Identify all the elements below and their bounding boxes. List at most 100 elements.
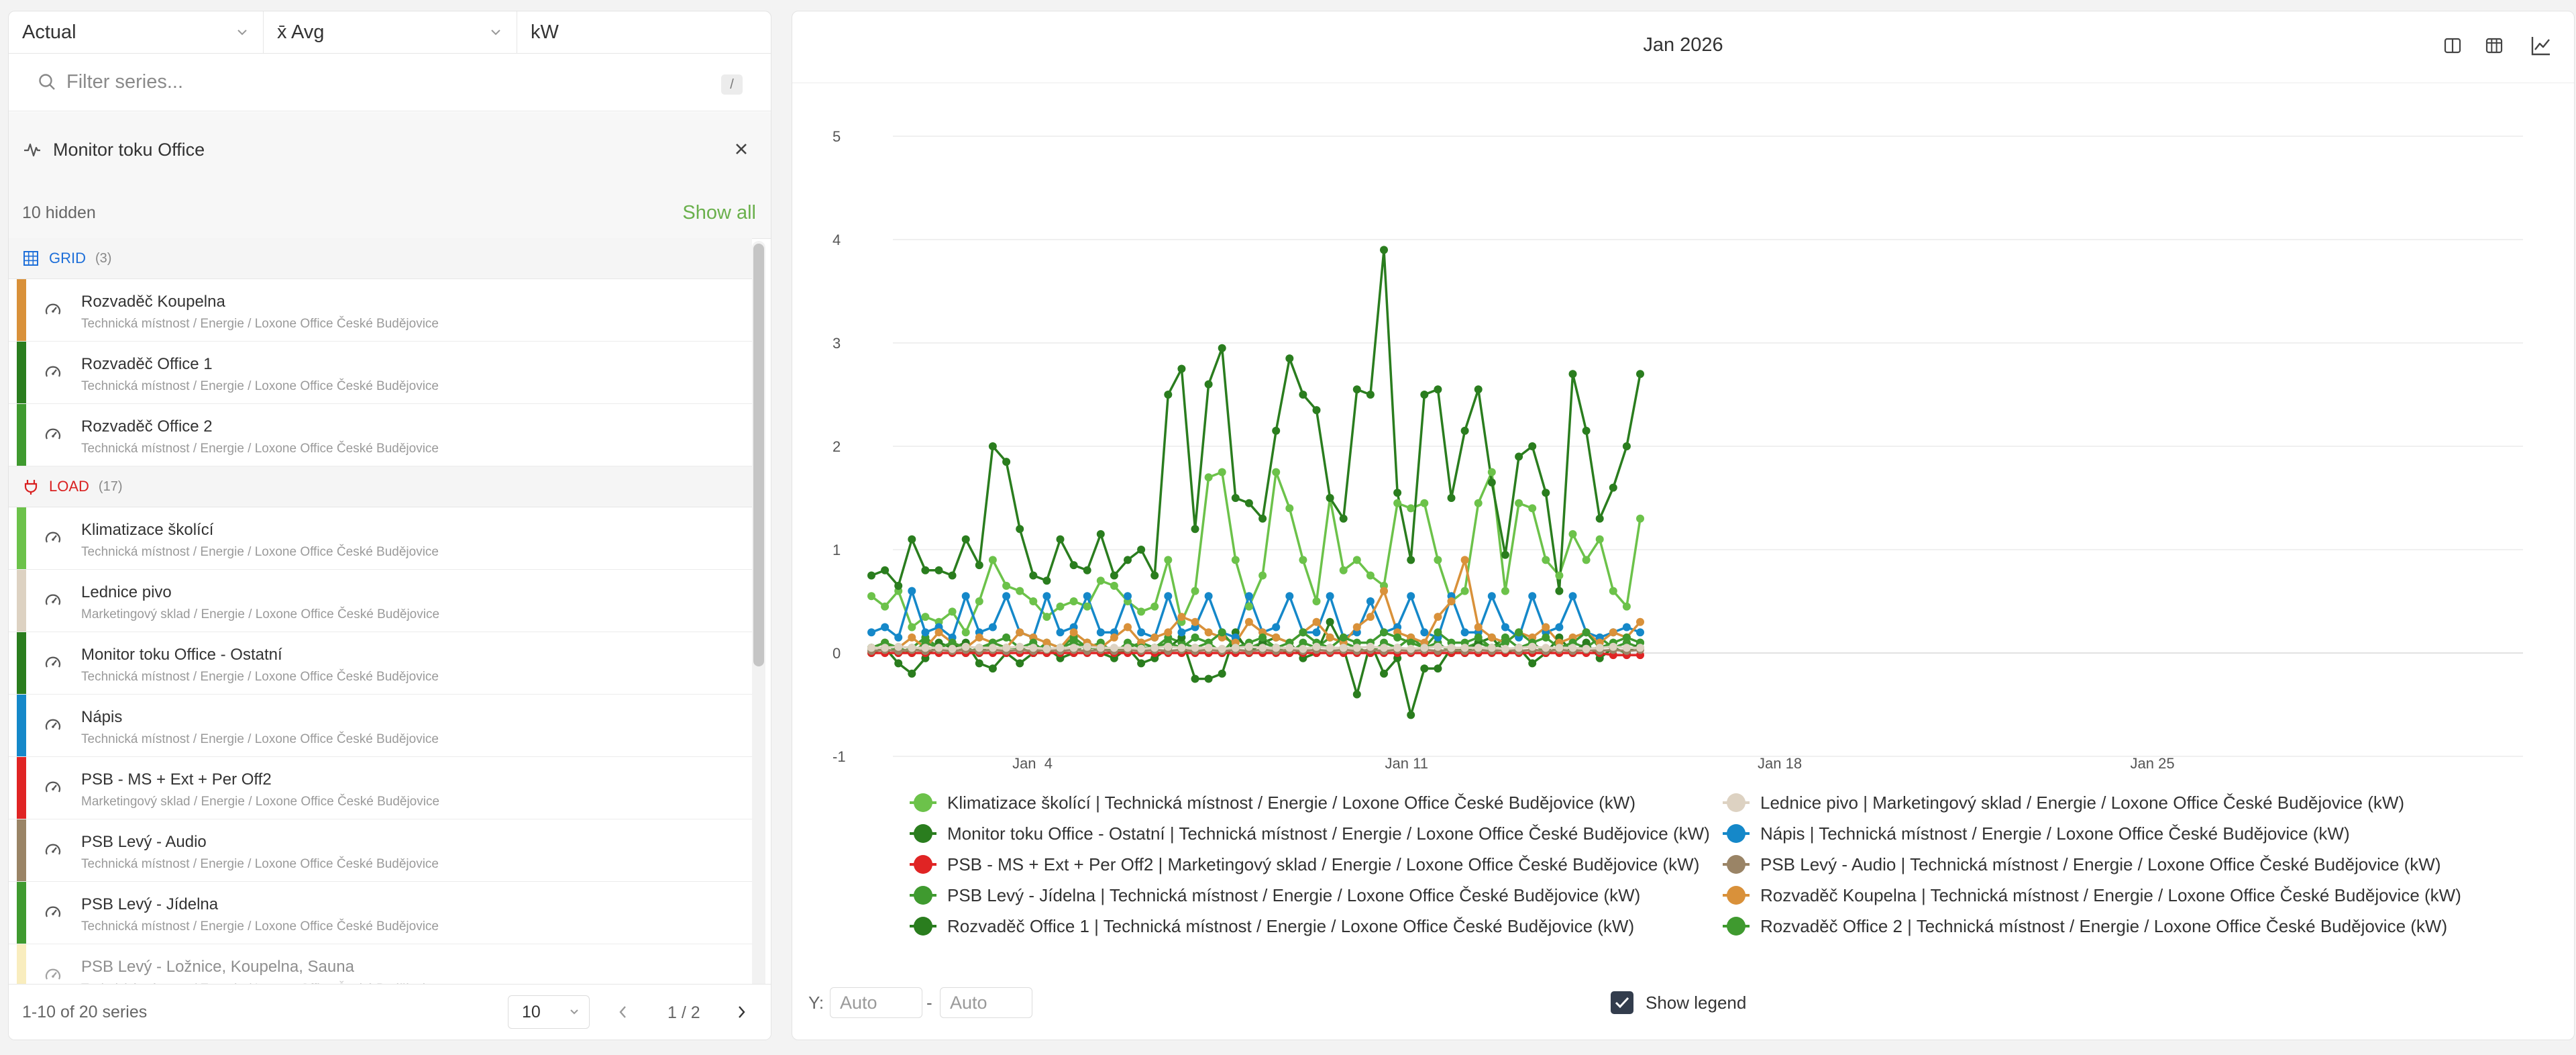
data-point[interactable]	[1164, 391, 1173, 399]
data-point[interactable]	[1352, 690, 1361, 699]
data-point[interactable]	[1124, 644, 1132, 652]
data-point[interactable]	[1285, 644, 1294, 652]
series-line[interactable]	[870, 470, 1642, 634]
data-point[interactable]	[1069, 597, 1078, 605]
data-point[interactable]	[1002, 592, 1011, 601]
data-point[interactable]	[1016, 628, 1024, 637]
data-point[interactable]	[1177, 628, 1186, 637]
data-point[interactable]	[1582, 628, 1591, 637]
data-point[interactable]	[1352, 385, 1361, 394]
data-point[interactable]	[1434, 664, 1442, 673]
data-point[interactable]	[1542, 556, 1550, 564]
data-point[interactable]	[1622, 633, 1631, 642]
data-point[interactable]	[1150, 602, 1159, 611]
data-point[interactable]	[1407, 644, 1415, 653]
data-point[interactable]	[1191, 674, 1199, 683]
data-point[interactable]	[1339, 514, 1348, 523]
data-point[interactable]	[1204, 592, 1213, 601]
data-point[interactable]	[1150, 644, 1159, 652]
series-list-item[interactable]: Rozvaděč Office 1 Technická místnost / En…	[9, 342, 752, 404]
data-point[interactable]	[1434, 613, 1442, 621]
data-point[interactable]	[921, 628, 930, 637]
data-point[interactable]	[1016, 525, 1024, 534]
data-point[interactable]	[1555, 571, 1564, 580]
series-list-item[interactable]: Monitor toku Office - Ostatní Technická m…	[9, 632, 752, 695]
series-list-item[interactable]: Rozvaděč Koupelna Technická místnost / En…	[9, 279, 752, 342]
series-list-item[interactable]: Nápis Technická místnost / Energie / Loxo…	[9, 695, 752, 757]
data-point[interactable]	[1474, 644, 1483, 652]
data-point[interactable]	[1285, 504, 1294, 513]
series-line[interactable]	[871, 631, 1641, 654]
data-point[interactable]	[1366, 391, 1375, 399]
data-point[interactable]	[1582, 426, 1591, 435]
data-point[interactable]	[1137, 628, 1146, 637]
legend-item[interactable]: Rozvaděč Office 1 | Technická místnost /…	[910, 915, 1634, 937]
series-list-item[interactable]: Rozvaděč Office 2 Technická místnost / En…	[9, 404, 752, 466]
data-point[interactable]	[908, 633, 916, 642]
legend-item[interactable]: PSB - MS + Ext + Per Off2 | Marketingový…	[910, 854, 1699, 875]
data-point[interactable]	[1096, 530, 1105, 538]
data-point[interactable]	[1595, 644, 1604, 652]
data-point[interactable]	[1487, 592, 1496, 601]
data-point[interactable]	[1056, 602, 1065, 611]
data-point[interactable]	[1420, 499, 1429, 507]
data-point[interactable]	[1501, 638, 1509, 647]
data-point[interactable]	[1474, 499, 1483, 507]
data-point[interactable]	[1002, 644, 1011, 652]
data-point[interactable]	[975, 644, 983, 652]
data-point[interactable]	[1299, 628, 1307, 637]
data-point[interactable]	[867, 592, 875, 601]
data-point[interactable]	[1407, 504, 1415, 513]
data-point[interactable]	[988, 623, 997, 632]
data-point[interactable]	[908, 669, 916, 678]
data-point[interactable]	[1164, 628, 1173, 637]
data-point[interactable]	[1042, 613, 1051, 621]
data-point[interactable]	[1002, 633, 1011, 642]
data-point[interactable]	[1002, 581, 1011, 590]
data-point[interactable]	[881, 623, 890, 632]
data-point[interactable]	[1110, 633, 1118, 642]
filter-series-input[interactable]	[65, 70, 672, 94]
data-point[interactable]	[1056, 644, 1065, 652]
data-point[interactable]	[1609, 628, 1617, 637]
mode-select[interactable]: Actual	[9, 11, 264, 53]
data-point[interactable]	[1083, 592, 1091, 601]
data-point[interactable]	[908, 623, 916, 632]
data-point[interactable]	[1407, 556, 1415, 564]
data-point[interactable]	[1528, 504, 1537, 513]
show-legend-toggle[interactable]: Show legend	[1611, 991, 1746, 1014]
data-point[interactable]	[1244, 592, 1253, 601]
data-point[interactable]	[1326, 644, 1334, 652]
legend-item[interactable]: Monitor toku Office - Ostatní | Technick…	[910, 823, 1710, 844]
y-max-input[interactable]: Auto	[940, 987, 1032, 1018]
data-point[interactable]	[1542, 623, 1550, 632]
data-point[interactable]	[1258, 633, 1267, 642]
data-point[interactable]	[1609, 642, 1617, 651]
data-point[interactable]	[1042, 592, 1051, 601]
data-point[interactable]	[921, 566, 930, 574]
data-point[interactable]	[1582, 556, 1591, 564]
data-point[interactable]	[1218, 468, 1226, 476]
data-point[interactable]	[1380, 587, 1388, 595]
data-point[interactable]	[1218, 669, 1226, 678]
data-point[interactable]	[1460, 426, 1469, 435]
data-point[interactable]	[1420, 664, 1429, 673]
data-point[interactable]	[1218, 628, 1226, 637]
data-point[interactable]	[1407, 638, 1415, 647]
data-point[interactable]	[1042, 638, 1051, 647]
data-point[interactable]	[908, 587, 916, 595]
data-point[interactable]	[1177, 364, 1186, 373]
data-point[interactable]	[1339, 644, 1348, 652]
series-line[interactable]	[871, 646, 1640, 650]
series-list-item[interactable]: Klimatizace školící Technická místnost / …	[9, 507, 752, 570]
legend-item[interactable]: Rozvaděč Koupelna | Technická místnost /…	[1723, 885, 2461, 906]
line-chart[interactable]: 5 4 3 2 1 0 -1 Jan 4 Jan 11 Jan 18 Jan 25	[792, 83, 2574, 794]
legend-item[interactable]: PSB Levý - Jídelna | Technická místnost …	[910, 885, 1640, 906]
data-point[interactable]	[1609, 483, 1617, 492]
data-point[interactable]	[1595, 514, 1604, 523]
data-point[interactable]	[1474, 385, 1483, 394]
data-point[interactable]	[948, 644, 957, 653]
data-point[interactable]	[1487, 478, 1496, 487]
table-view-icon[interactable]	[2484, 36, 2504, 56]
data-point[interactable]	[1258, 514, 1267, 523]
